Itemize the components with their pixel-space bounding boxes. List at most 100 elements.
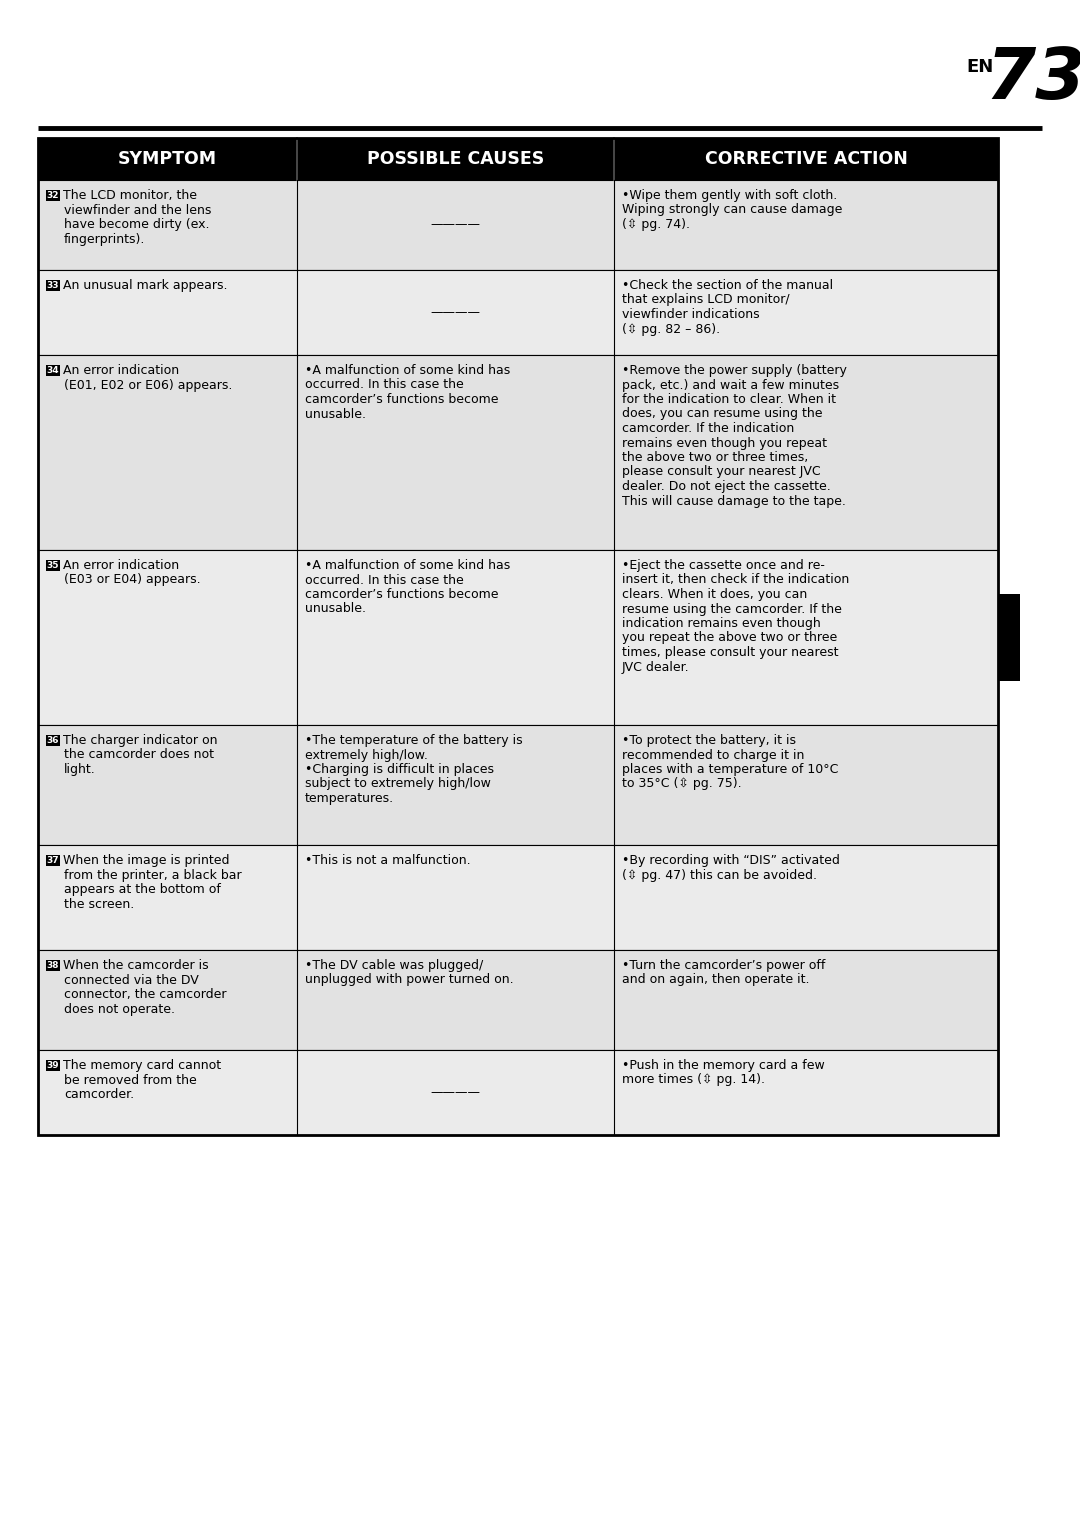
Text: occurred. In this case the: occurred. In this case the [306, 573, 464, 587]
Text: 37: 37 [46, 855, 59, 865]
Text: •Remove the power supply (battery: •Remove the power supply (battery [622, 363, 847, 377]
Bar [38, 138, 998, 179]
Text: and on again, then operate it.: and on again, then operate it. [622, 973, 810, 987]
Text: •Turn the camcorder’s power off: •Turn the camcorder’s power off [622, 960, 825, 972]
Bar [46, 281, 60, 291]
Text: occurred. In this case the: occurred. In this case the [306, 379, 464, 391]
Text: light.: light. [64, 763, 96, 776]
Text: •A malfunction of some kind has: •A malfunction of some kind has [306, 560, 511, 572]
Text: •The DV cable was plugged/: •The DV cable was plugged/ [306, 960, 484, 972]
Text: 34: 34 [46, 366, 59, 376]
Bar [998, 593, 1020, 681]
Text: indication remains even though: indication remains even though [622, 616, 821, 630]
Text: 36: 36 [46, 736, 59, 745]
Bar [38, 950, 998, 1050]
Text: please consult your nearest JVC: please consult your nearest JVC [622, 466, 821, 478]
Text: viewfinder and the lens: viewfinder and the lens [64, 204, 212, 216]
Text: for the indication to clear. When it: for the indication to clear. When it [622, 392, 836, 406]
Text: unusable.: unusable. [306, 602, 366, 616]
Text: When the camcorder is: When the camcorder is [63, 960, 208, 972]
Text: times, please consult your nearest: times, please consult your nearest [622, 645, 838, 659]
Text: 33: 33 [46, 281, 59, 290]
Text: remains even though you repeat: remains even though you repeat [622, 437, 827, 449]
Text: that explains LCD monitor/: that explains LCD monitor/ [622, 293, 789, 307]
Text: extremely high/low.: extremely high/low. [306, 748, 428, 762]
Text: JVC dealer.: JVC dealer. [622, 661, 690, 673]
Text: the camcorder does not: the camcorder does not [64, 748, 214, 762]
Bar [38, 1050, 998, 1134]
Text: (⇳ pg. 74).: (⇳ pg. 74). [622, 218, 690, 231]
Text: (E03 or E04) appears.: (E03 or E04) appears. [64, 573, 201, 587]
Bar [46, 560, 60, 570]
Text: An unusual mark appears.: An unusual mark appears. [63, 279, 228, 291]
Text: the screen.: the screen. [64, 897, 134, 911]
Text: temperatures.: temperatures. [306, 793, 394, 805]
Text: (⇳ pg. 82 – 86).: (⇳ pg. 82 – 86). [622, 322, 720, 336]
Text: •Eject the cassette once and re-: •Eject the cassette once and re- [622, 560, 825, 572]
Text: 32: 32 [46, 192, 59, 199]
Text: •A malfunction of some kind has: •A malfunction of some kind has [306, 363, 511, 377]
Text: •This is not a malfunction.: •This is not a malfunction. [306, 854, 471, 868]
Text: POSSIBLE CAUSES: POSSIBLE CAUSES [367, 150, 544, 169]
Text: unusable.: unusable. [306, 408, 366, 420]
Text: camcorder. If the indication: camcorder. If the indication [622, 422, 794, 435]
Text: An error indication: An error indication [63, 363, 179, 377]
Text: This will cause damage to the tape.: This will cause damage to the tape. [622, 495, 846, 507]
Text: connector, the camcorder: connector, the camcorder [64, 987, 227, 1001]
Text: insert it, then check if the indication: insert it, then check if the indication [622, 573, 849, 587]
Text: appears at the bottom of: appears at the bottom of [64, 883, 221, 895]
Bar [38, 356, 998, 550]
Text: When the image is printed: When the image is printed [63, 854, 229, 868]
Text: The memory card cannot: The memory card cannot [63, 1059, 221, 1072]
Bar [38, 138, 998, 1134]
Bar [38, 179, 998, 270]
Text: from the printer, a black bar: from the printer, a black bar [64, 869, 242, 881]
Text: ————: ———— [431, 307, 481, 319]
Bar [38, 270, 998, 356]
Text: An error indication: An error indication [63, 560, 179, 572]
Text: you repeat the above two or three: you repeat the above two or three [622, 632, 837, 644]
Text: CORRECTIVE ACTION: CORRECTIVE ACTION [704, 150, 907, 169]
Text: resume using the camcorder. If the: resume using the camcorder. If the [622, 602, 842, 616]
Text: have become dirty (ex.: have become dirty (ex. [64, 218, 210, 231]
Text: The LCD monitor, the: The LCD monitor, the [63, 189, 197, 202]
Bar [46, 855, 60, 866]
Text: places with a temperature of 10°C: places with a temperature of 10°C [622, 763, 838, 776]
Text: •The temperature of the battery is: •The temperature of the battery is [306, 734, 523, 747]
Text: •Charging is difficult in places: •Charging is difficult in places [306, 763, 495, 776]
Text: clears. When it does, you can: clears. When it does, you can [622, 589, 807, 601]
Text: •By recording with “DIS” activated: •By recording with “DIS” activated [622, 854, 840, 868]
Text: does not operate.: does not operate. [64, 1003, 175, 1015]
Bar [46, 960, 60, 970]
Text: pack, etc.) and wait a few minutes: pack, etc.) and wait a few minutes [622, 379, 839, 391]
Text: viewfinder indications: viewfinder indications [622, 308, 759, 320]
Text: does, you can resume using the: does, you can resume using the [622, 408, 823, 420]
Text: 73: 73 [985, 44, 1080, 113]
Bar [38, 845, 998, 950]
Text: the above two or three times,: the above two or three times, [622, 451, 808, 464]
Text: camcorder’s functions become: camcorder’s functions become [306, 392, 499, 406]
Text: •Push in the memory card a few: •Push in the memory card a few [622, 1059, 825, 1072]
Text: 35: 35 [46, 561, 59, 570]
Text: subject to extremely high/low: subject to extremely high/low [306, 777, 491, 791]
Text: (E01, E02 or E06) appears.: (E01, E02 or E06) appears. [64, 379, 232, 391]
Text: connected via the DV: connected via the DV [64, 973, 199, 987]
Text: The charger indicator on: The charger indicator on [63, 734, 217, 747]
Bar [46, 1059, 60, 1072]
Text: SYMPTOM: SYMPTOM [118, 150, 217, 169]
Text: fingerprints).: fingerprints). [64, 233, 146, 245]
Text: 39: 39 [46, 1061, 59, 1070]
Text: more times (⇳ pg. 14).: more times (⇳ pg. 14). [622, 1073, 765, 1087]
Text: EN: EN [967, 58, 994, 77]
Text: •Check the section of the manual: •Check the section of the manual [622, 279, 833, 291]
Text: recommended to charge it in: recommended to charge it in [622, 748, 805, 762]
Text: camcorder.: camcorder. [64, 1088, 134, 1101]
Text: Wiping strongly can cause damage: Wiping strongly can cause damage [622, 204, 842, 216]
Bar [46, 734, 60, 747]
Text: •To protect the battery, it is: •To protect the battery, it is [622, 734, 796, 747]
Text: to 35°C (⇳ pg. 75).: to 35°C (⇳ pg. 75). [622, 777, 742, 791]
Text: ————: ———— [431, 219, 481, 231]
Bar [38, 550, 998, 725]
Text: •Wipe them gently with soft cloth.: •Wipe them gently with soft cloth. [622, 189, 837, 202]
Text: unplugged with power turned on.: unplugged with power turned on. [306, 973, 514, 987]
